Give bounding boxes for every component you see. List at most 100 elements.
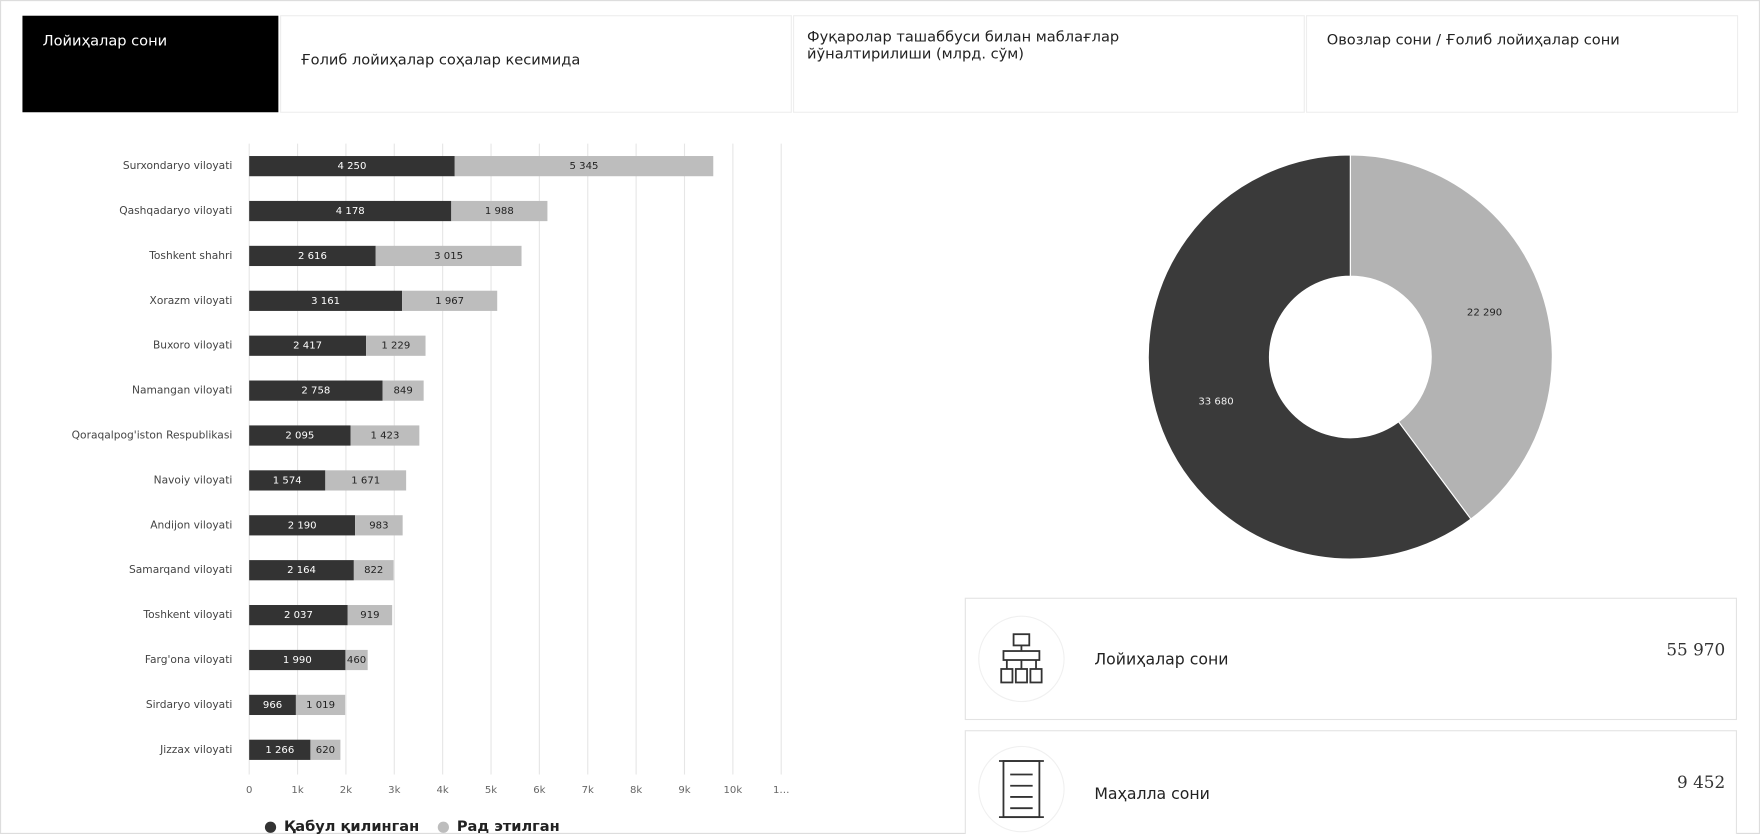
y-tick-label: Buxoro viloyati bbox=[153, 339, 232, 352]
bar-value-label: 5 345 bbox=[570, 161, 599, 172]
x-tick-label: 7k bbox=[582, 785, 594, 796]
legend-label: Рад этилган bbox=[457, 818, 560, 834]
bar-value-label: 1 990 bbox=[283, 655, 312, 666]
donut-slice bbox=[1349, 154, 1553, 520]
bar bbox=[249, 515, 356, 536]
x-tick-label: 9k bbox=[678, 785, 690, 796]
tab[interactable] bbox=[280, 15, 792, 113]
legend-label: Қабул қилинган bbox=[284, 818, 419, 834]
y-tick-label: Toshkent viloyati bbox=[142, 608, 232, 621]
icon-bg bbox=[978, 745, 1065, 833]
bar-value-label: 1 019 bbox=[306, 700, 335, 711]
bar bbox=[451, 200, 548, 222]
tab-label[interactable]: Лойиҳалар сони bbox=[43, 33, 167, 50]
tab-label-wrap: Фуқаролар ташаббуси билан маблағлар йўна… bbox=[807, 29, 1120, 63]
bar-value-label: 2 190 bbox=[288, 520, 317, 531]
y-tick-label: Surxondaryo viloyati bbox=[123, 159, 232, 172]
list-icon bbox=[998, 760, 1044, 819]
bar bbox=[345, 649, 368, 671]
tab-label[interactable]: Ғолиб лойиҳалар соҳалар кесимида bbox=[301, 52, 580, 69]
x-tick-label: 3k bbox=[388, 785, 400, 796]
bar bbox=[249, 560, 354, 581]
y-tick-label: Toshkent shahri bbox=[148, 249, 232, 262]
bar bbox=[353, 560, 394, 581]
bar-value-label: 2 758 bbox=[301, 386, 330, 397]
bar-value-label: 2 417 bbox=[293, 341, 322, 352]
stat-card bbox=[964, 730, 1737, 834]
bar bbox=[355, 515, 403, 536]
bar-value-label: 3 161 bbox=[311, 296, 340, 307]
bar bbox=[350, 425, 420, 446]
bar-value-label: 620 bbox=[316, 745, 335, 756]
bar-value-label: 3 015 bbox=[434, 251, 463, 262]
y-tick-label: Qashqadaryo viloyati bbox=[119, 204, 232, 217]
bar-value-label: 1 988 bbox=[485, 206, 514, 217]
bar bbox=[366, 335, 426, 356]
tab[interactable] bbox=[1305, 15, 1739, 113]
x-tick-label: 5k bbox=[485, 785, 497, 796]
bar-value-label: 4 178 bbox=[336, 206, 365, 217]
bar bbox=[249, 290, 403, 311]
tab[interactable] bbox=[793, 15, 1305, 113]
org-icon bbox=[1000, 633, 1043, 684]
bar-value-label: 1 967 bbox=[435, 296, 464, 307]
bar-value-label: 849 bbox=[393, 386, 412, 397]
y-tick-label: Andijon viloyati bbox=[150, 518, 232, 531]
y-tick-label: Samarqand viloyati bbox=[129, 563, 232, 576]
stat-label: Маҳалла сони bbox=[1094, 784, 1210, 803]
bar bbox=[249, 470, 326, 491]
legend-marker bbox=[437, 821, 449, 833]
y-tick-label: Navoiy viloyati bbox=[154, 473, 233, 486]
bar bbox=[402, 290, 498, 311]
bar bbox=[249, 425, 351, 446]
bar-value-label: 1 229 bbox=[381, 341, 410, 352]
donut-slice bbox=[1147, 154, 1472, 560]
bar bbox=[375, 245, 522, 267]
bar bbox=[249, 649, 346, 671]
bar-value-label: 2 164 bbox=[287, 565, 316, 576]
slice-label: 33 680 bbox=[1198, 396, 1233, 407]
y-tick-label: Farg'ona viloyati bbox=[145, 653, 232, 666]
bar-value-label: 1 574 bbox=[273, 475, 302, 486]
y-tick-label: Sirdaryo viloyati bbox=[146, 698, 233, 711]
stat-card bbox=[964, 597, 1737, 721]
bar bbox=[249, 245, 376, 267]
bar bbox=[249, 200, 452, 222]
bar bbox=[347, 605, 393, 626]
bar-value-label: 4 250 bbox=[338, 161, 367, 172]
legend-marker bbox=[264, 821, 277, 833]
bar-value-label: 983 bbox=[369, 520, 388, 531]
bar-value-label: 2 095 bbox=[285, 431, 314, 442]
x-tick-label: 8k bbox=[630, 785, 642, 796]
icon-bg bbox=[978, 615, 1065, 703]
x-tick-label: 1… bbox=[773, 785, 790, 796]
x-tick-label: 4k bbox=[437, 785, 449, 796]
bar-value-label: 460 bbox=[347, 655, 366, 666]
bar bbox=[249, 739, 311, 760]
bar bbox=[325, 470, 407, 491]
bar bbox=[249, 335, 367, 356]
bar bbox=[382, 380, 424, 401]
tab-active[interactable] bbox=[22, 15, 279, 113]
stat-label: Лойиҳалар сони bbox=[1094, 650, 1228, 669]
bar-value-label: 966 bbox=[263, 700, 282, 711]
x-tick-label: 1k bbox=[291, 785, 303, 796]
tab-label[interactable]: Фуқаролар ташаббуси билан маблағлар йўна… bbox=[807, 29, 1120, 63]
bar-value-label: 1 671 bbox=[351, 475, 380, 486]
x-tick-label: 10k bbox=[724, 785, 743, 796]
bar-value-label: 1 423 bbox=[370, 431, 399, 442]
bar-value-label: 2 616 bbox=[298, 251, 327, 262]
x-tick-label: 6k bbox=[533, 785, 545, 796]
bar-value-label: 2 037 bbox=[284, 610, 313, 621]
bar bbox=[454, 156, 714, 177]
y-tick-label: Xorazm viloyati bbox=[150, 294, 233, 307]
bar-value-label: 919 bbox=[360, 610, 379, 621]
bar bbox=[295, 694, 346, 716]
x-tick-label: 0 bbox=[246, 785, 252, 796]
tab-label[interactable]: Овозлар сони / Ғолиб лойиҳалар сони bbox=[1327, 31, 1620, 48]
bar-value-label: 822 bbox=[364, 565, 383, 576]
bar bbox=[249, 380, 383, 401]
bar bbox=[249, 605, 348, 626]
bar bbox=[249, 694, 296, 716]
